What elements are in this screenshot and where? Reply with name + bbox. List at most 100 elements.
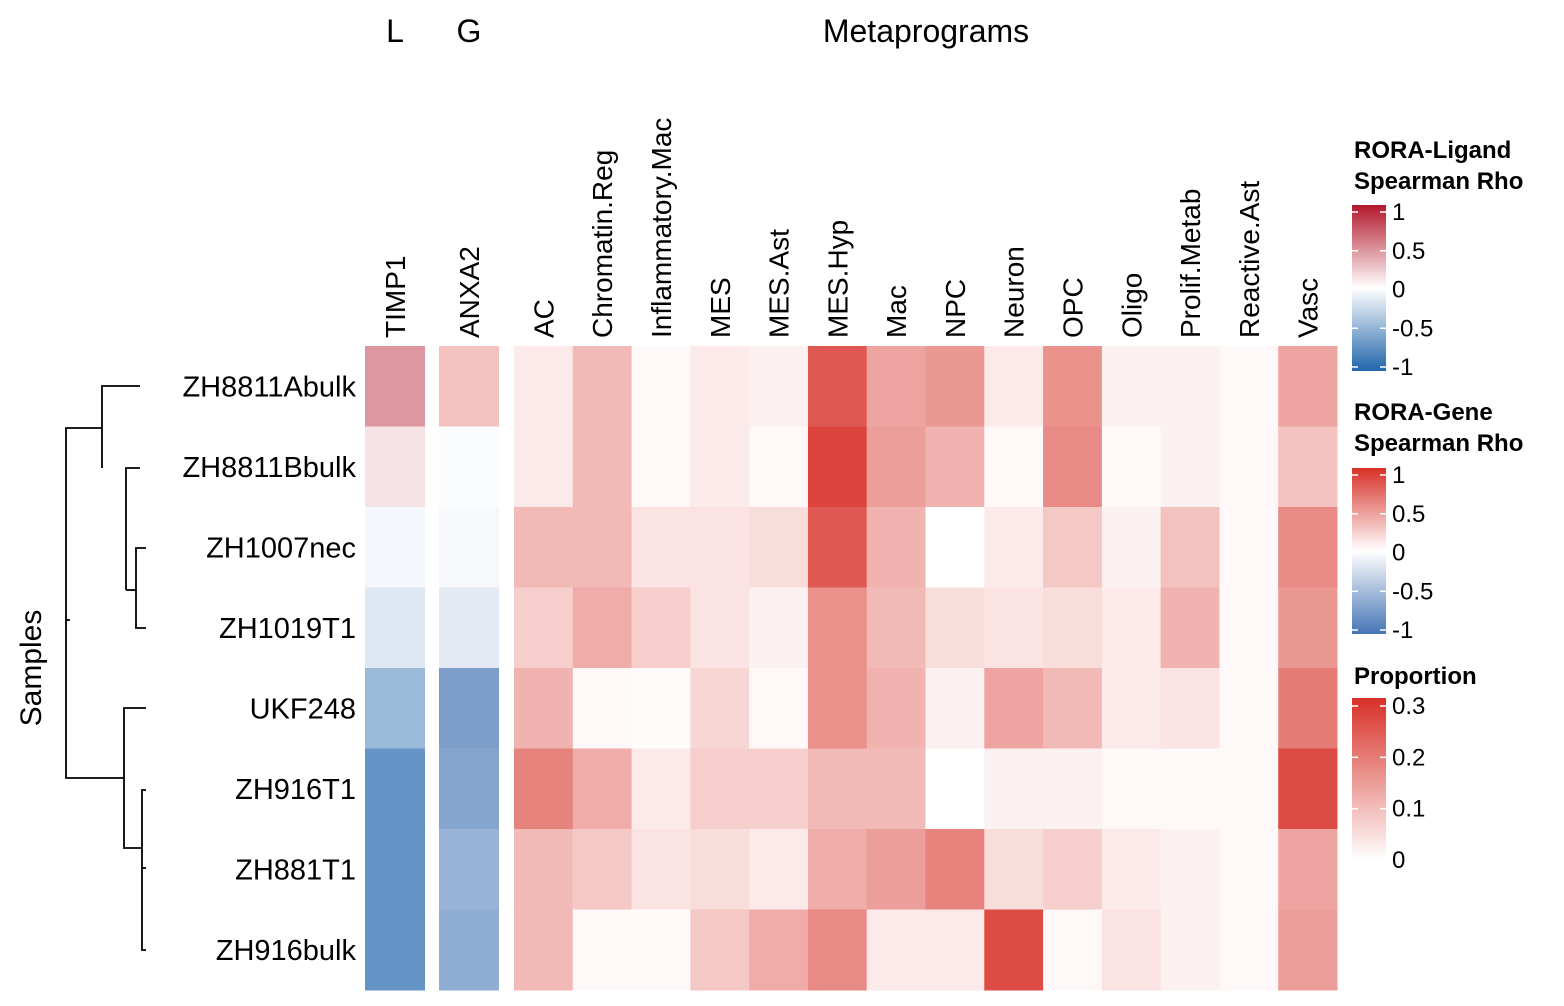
metaprogram-cell [1278, 587, 1338, 669]
metaprogram-cell [1219, 346, 1279, 427]
gene-cell [439, 829, 499, 910]
legend-gene-title-line2: Spearman Rho [1354, 430, 1523, 457]
legend-tick-label: 0.1 [1392, 796, 1425, 823]
dendrogram-branch-1 [101, 385, 140, 468]
metaprogram-cell [690, 587, 750, 669]
legend-tick-label: 0 [1392, 540, 1405, 567]
legend-tick-label: 0 [1392, 847, 1405, 874]
metaprogram-column-label: Inflammatory.Mac [646, 118, 677, 338]
metaprogram-column-label: MES [705, 277, 736, 338]
metaprogram-column-label: Mac [881, 285, 912, 338]
metaprogram-cell [690, 346, 750, 427]
metaprogram-cell [690, 829, 750, 910]
legend-tick-label: -0.5 [1392, 578, 1433, 605]
ligand-group-header: L [386, 13, 404, 49]
metaprogram-cell [1043, 507, 1103, 588]
legend-tick-label: -0.5 [1392, 315, 1433, 342]
metaprogram-column-label: Reactive.Ast [1234, 181, 1265, 338]
metaprogram-cell [984, 507, 1044, 588]
metaprogram-cell [866, 507, 926, 588]
dendrogram-branch-5 [65, 427, 124, 779]
metaprogram-cell [572, 829, 633, 910]
metaprogram-cell [1278, 748, 1338, 830]
metaprogram-column-label: OPC [1057, 277, 1088, 338]
metaprogram-cell [984, 748, 1044, 830]
ligand-cell [365, 426, 425, 508]
metaprogram-cell [749, 587, 809, 669]
metaprogram-cell [631, 748, 691, 830]
metaprogram-cell [1101, 748, 1162, 830]
ligand-cell [365, 829, 425, 910]
metaprogram-cell [749, 829, 809, 910]
metaprogram-cell [1160, 346, 1220, 427]
metaprogram-cell [1160, 426, 1220, 508]
metaprogram-cell [690, 668, 750, 749]
metaprograms-group-header: Metaprograms [823, 13, 1029, 49]
metaprogram-cell [572, 346, 633, 427]
metaprogram-cell [514, 909, 574, 991]
metaprogram-cell [572, 426, 633, 508]
metaprogram-cell [866, 829, 926, 910]
metaprogram-column-label: NPC [940, 279, 971, 338]
metaprogram-cell [514, 346, 574, 427]
metaprogram-cell [749, 426, 809, 508]
metaprogram-cell [749, 346, 809, 427]
metaprogram-cell [807, 426, 868, 508]
legend-tick-label: 0 [1392, 277, 1405, 304]
legend-gene-colorbar [1352, 468, 1386, 634]
metaprogram-cell [1160, 587, 1220, 669]
legend-rora-ligand: RORA-Ligand Spearman Rho 1 0.5 0 -0.5 -1 [1352, 137, 1523, 381]
gene-group-header: G [457, 13, 482, 49]
metaprogram-cell [514, 748, 574, 830]
metaprogram-cell [807, 909, 868, 991]
dendrogram-branch-3 [135, 547, 146, 629]
metaprogram-cell [631, 346, 691, 427]
metaprogram-cell [1219, 829, 1279, 910]
metaprogram-cell [866, 668, 926, 749]
y-axis-title: Samples [15, 610, 48, 727]
metaprogram-cell [807, 748, 868, 830]
metaprogram-cell [572, 748, 633, 830]
ligand-cell [365, 346, 425, 427]
gene-heatmap [439, 346, 499, 991]
metaprogram-cell [1278, 909, 1338, 991]
metaprogram-cell [1278, 426, 1338, 508]
legend-tick-label: -1 [1392, 354, 1413, 381]
metaprogram-cell [1043, 668, 1103, 749]
metaprogram-cell [1278, 346, 1338, 427]
metaprogram-cell [1101, 668, 1162, 749]
metaprogram-cell [1278, 829, 1338, 910]
legend-tick-label: 1 [1392, 199, 1405, 226]
metaprogram-cell [1219, 909, 1279, 991]
legend-tick-label: 1 [1392, 462, 1405, 489]
metaprogram-cell [749, 909, 809, 991]
metaprogram-cell [866, 587, 926, 669]
dendrogram-branch-2 [125, 467, 140, 590]
metaprogram-column-label: Prolif.Metab [1175, 189, 1206, 338]
metaprogram-cell [1219, 748, 1279, 830]
metaprogram-cell [514, 426, 574, 508]
dendrogram-branch-6 [123, 707, 146, 849]
metaprogram-cell [1278, 507, 1338, 588]
metaprogram-cell [866, 426, 926, 508]
legend-tick-label: 0.5 [1392, 501, 1425, 528]
metaprogram-cell [1101, 587, 1162, 669]
legend-rora-gene: RORA-Gene Spearman Rho 1 0.5 0 -0.5 -1 [1352, 399, 1523, 644]
ligand-column-label: TIMP1 [380, 256, 411, 338]
metaprogram-cell [866, 909, 926, 991]
row-dendrogram [65, 385, 146, 951]
metaprogram-cell [1160, 668, 1220, 749]
metaprogram-cell [925, 668, 985, 749]
metaprogram-cell [690, 909, 750, 991]
legend-ligand-colorbar [1352, 205, 1386, 371]
legend-gene-title-line1: RORA-Gene [1354, 399, 1493, 426]
metaprogram-cell [866, 748, 926, 830]
metaprogram-cell [631, 426, 691, 508]
legend-proportion-colorbar [1352, 698, 1386, 860]
ligand-cell [365, 909, 425, 991]
legend-proportion: Proportion 0.3 0.2 0.1 0 [1352, 663, 1477, 874]
metaprogram-cell [631, 507, 691, 588]
metaprogram-cell [1219, 668, 1279, 749]
metaprogram-cell [690, 507, 750, 588]
metaprogram-cell [1160, 507, 1220, 588]
